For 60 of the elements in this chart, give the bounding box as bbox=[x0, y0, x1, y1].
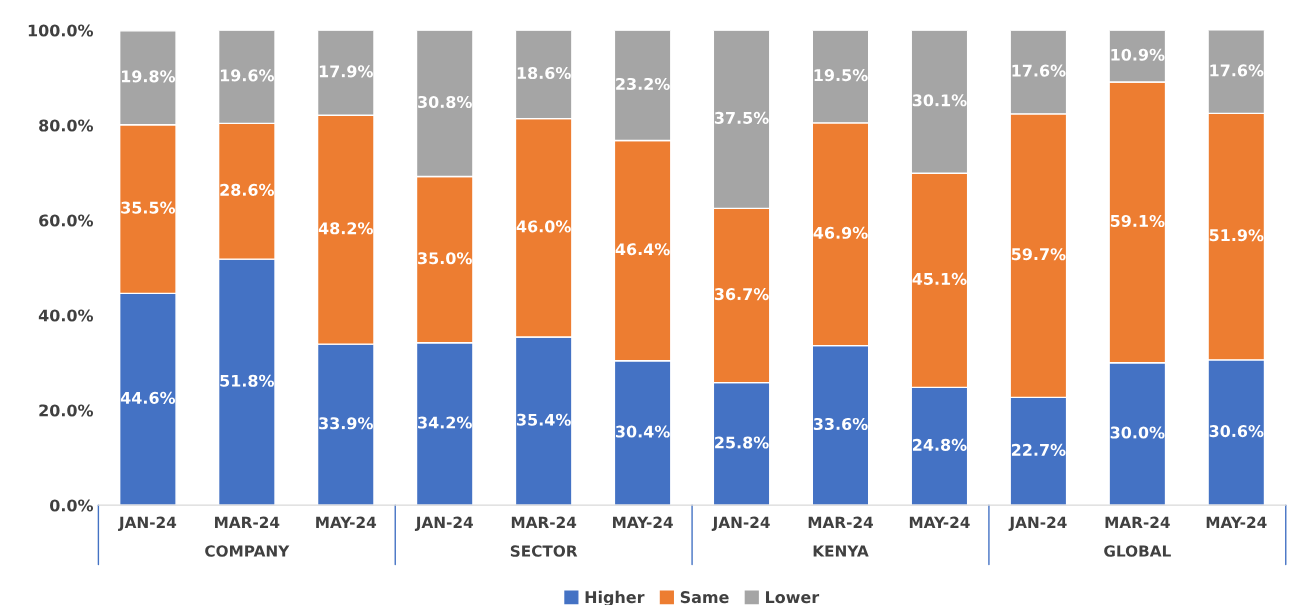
data-label: 48.2% bbox=[318, 222, 373, 235]
data-label: 30.1% bbox=[912, 94, 967, 107]
data-label: 33.9% bbox=[319, 417, 373, 430]
y-tick-label: 20.0% bbox=[39, 404, 94, 417]
x-tick-label: MAY-24 bbox=[909, 516, 970, 528]
text: GLOBAL bbox=[1104, 545, 1171, 557]
data-label: 17.6% bbox=[1012, 64, 1066, 77]
data-label: 51.9% bbox=[1209, 229, 1264, 242]
data-label: 36.7% bbox=[714, 288, 769, 301]
data-label: 23.2% bbox=[616, 77, 670, 90]
x-tick-label: MAR-24 bbox=[511, 516, 577, 528]
data-label: 59.7% bbox=[1011, 248, 1066, 261]
y-tick-label: 0.0% bbox=[50, 499, 94, 512]
x-tick-label: JAN-24 bbox=[118, 516, 177, 531]
data-label: 30.4% bbox=[615, 425, 670, 438]
data-label: 46.4% bbox=[615, 243, 670, 256]
data-label: 30.6% bbox=[1209, 425, 1264, 438]
data-label: 18.6% bbox=[517, 66, 571, 80]
x-tick-label: MAY-24 bbox=[316, 516, 377, 528]
data-label: 51.8% bbox=[220, 374, 275, 387]
data-label: 45.1% bbox=[912, 272, 967, 285]
data-label: 35.5% bbox=[121, 201, 176, 214]
data-label: 28.6% bbox=[220, 183, 275, 196]
x-tick-label: JAN-24 bbox=[1008, 516, 1067, 531]
data-label: 35.0% bbox=[418, 252, 472, 265]
x-tick-label: JAN-24 bbox=[414, 516, 473, 531]
text: SECTOR bbox=[510, 545, 578, 557]
x-tick-label: MAY-24 bbox=[613, 516, 673, 528]
data-label: 19.6% bbox=[220, 69, 275, 82]
data-label: 24.8% bbox=[913, 438, 967, 451]
data-label: 33.6% bbox=[813, 417, 868, 431]
data-label: 46.9% bbox=[813, 226, 868, 239]
legend-label: Lower bbox=[766, 591, 820, 604]
x-tick-label: MAR-24 bbox=[215, 516, 280, 528]
x-tick-label: MAY-24 bbox=[1206, 516, 1267, 528]
x-tick-label: JAN-24 bbox=[711, 516, 770, 531]
data-label: 46.0% bbox=[516, 220, 571, 233]
data-label: 44.6% bbox=[120, 391, 176, 404]
data-label: 59.1% bbox=[1110, 214, 1165, 227]
y-tick-label: 80.0% bbox=[39, 119, 94, 132]
data-label: 19.8% bbox=[121, 70, 176, 83]
data-label: 35.4% bbox=[517, 413, 571, 426]
data-label: 25.8% bbox=[715, 436, 769, 449]
data-label: 34.2% bbox=[418, 416, 472, 429]
text: KENYA bbox=[813, 545, 869, 557]
data-label: 22.7% bbox=[1011, 443, 1066, 456]
text: COMPANY bbox=[205, 545, 290, 557]
y-tick-label: 60.0% bbox=[39, 214, 94, 227]
y-tick-label: 40.0% bbox=[38, 309, 94, 322]
x-tick-label: MAR-24 bbox=[1105, 516, 1170, 528]
data-label: 17.9% bbox=[319, 65, 373, 78]
data-label: 10.9% bbox=[1111, 48, 1165, 61]
data-label: 30.0% bbox=[1110, 426, 1165, 439]
data-label: 30.8% bbox=[418, 95, 472, 109]
legend-label: Same bbox=[680, 591, 729, 604]
data-label: 37.5% bbox=[714, 111, 769, 124]
data-label: 19.5% bbox=[814, 69, 868, 82]
y-tick-label: 100.0% bbox=[28, 24, 94, 37]
x-tick-label: MAR-24 bbox=[808, 516, 873, 528]
data-label: 17.6% bbox=[1210, 64, 1264, 77]
